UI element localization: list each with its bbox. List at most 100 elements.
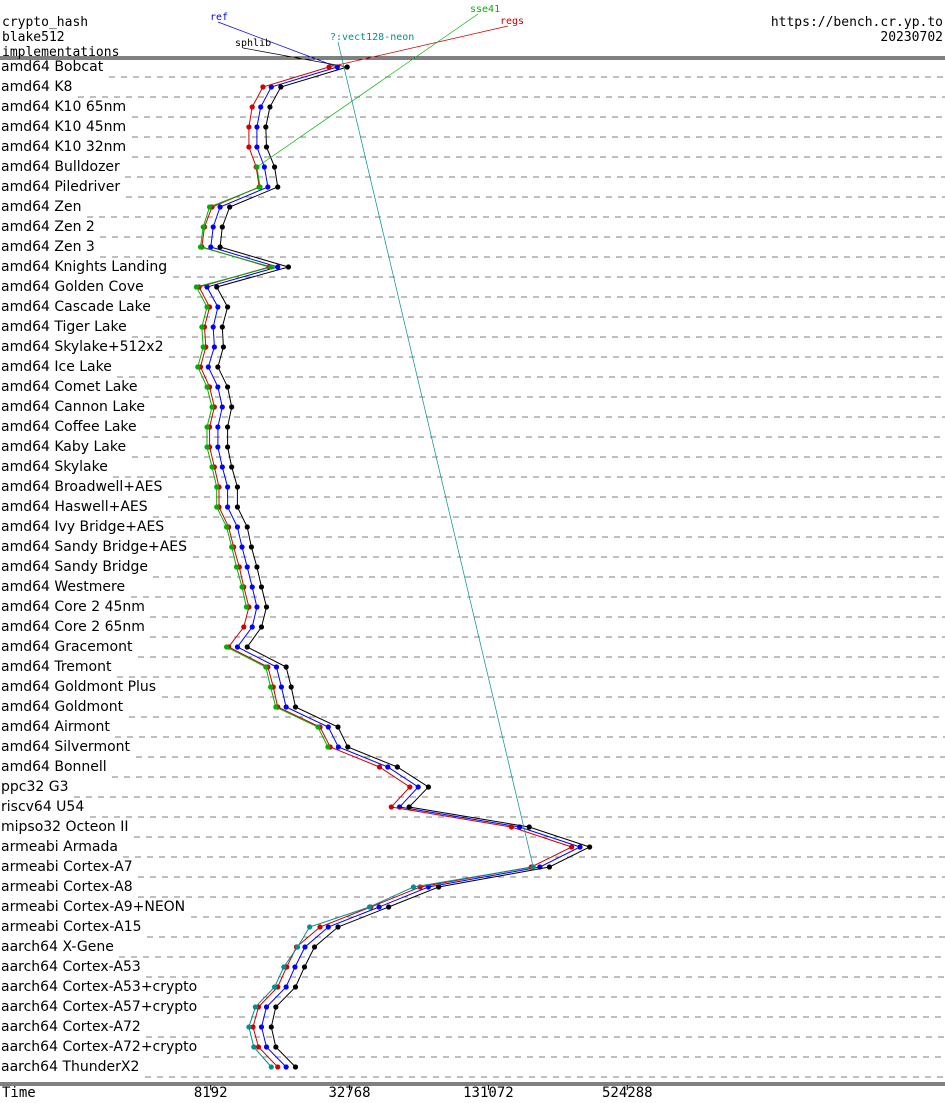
chart-title: crypto_hash [2,15,88,30]
row-label: aarch64 ThunderX2 [1,1059,139,1075]
data-point [223,644,230,650]
row-label: amd64 Broadwell+AES [1,479,162,495]
data-point [285,264,292,270]
data-point [268,684,274,690]
data-point [215,444,221,450]
row-label: amd64 Comet Lake [1,379,138,395]
data-point [244,644,250,650]
data-point [530,864,536,870]
row-label: amd64 Ivy Bridge+AES [1,519,164,535]
data-point [244,564,250,570]
data-point [258,624,265,630]
data-point [260,84,266,90]
data-point [223,524,230,530]
legend-label: sse41 [470,4,500,15]
data-point [283,1064,289,1070]
row-label: amd64 Coffee Lake [1,419,137,435]
data-point [234,484,241,490]
data-point [325,924,331,930]
data-point [215,304,221,310]
row-label: amd64 Skylake [1,459,108,475]
data-point [246,124,252,130]
data-point [200,344,206,350]
data-point [335,724,341,730]
data-point [273,704,279,710]
row-label: amd64 Knights Landing [1,259,167,275]
data-point [577,844,583,850]
date: 20230702 [880,30,943,45]
data-point [385,764,391,770]
data-point [258,1024,265,1030]
data-point [229,544,235,550]
data-point [214,284,220,290]
data-point [225,304,231,310]
row-label: armeabi Cortex-A7 [1,859,133,875]
row-label: amd64 Core 2 65nm [1,619,145,635]
row-label: amd64 Bonnell [1,759,107,775]
x-tick-label: 32768 [328,1085,370,1101]
data-point [215,384,221,390]
data-point [292,1064,299,1070]
row-label: amd64 Gracemont [1,639,133,655]
data-point [261,164,267,170]
row-label: amd64 Piledriver [1,179,120,195]
row-label: amd64 Cascade Lake [1,299,151,315]
data-point [315,724,321,730]
row-label: amd64 Zen 3 [1,239,95,255]
row-label: amd64 Core 2 45nm [1,599,145,615]
data-point [239,544,245,550]
data-point [268,84,274,90]
data-point [219,464,225,470]
data-point [268,1024,274,1030]
data-point [263,1004,270,1010]
data-point [335,924,341,930]
row-label: armeabi Armada [1,839,118,855]
data-point [302,944,308,950]
data-point [249,584,255,590]
data-point [204,284,210,290]
row-label: aarch64 Cortex-A57+crypto [1,999,197,1015]
data-point [234,524,241,530]
row-label: amd64 K10 45nm [1,119,126,135]
data-point [275,184,281,190]
data-point [435,884,442,890]
data-point [376,904,382,910]
data-point [225,504,231,510]
data-point [251,1044,257,1050]
data-point [225,484,231,490]
data-point [278,684,285,690]
row-label: amd64 Zen [1,199,81,215]
row-label: amd64 Cannon Lake [1,399,145,415]
data-point [345,744,351,750]
row-label: amd64 Ice Lake [1,359,112,375]
data-point [215,424,221,430]
data-point [273,1044,279,1050]
row-label: amd64 Skylake+512x2 [1,339,163,355]
data-point [210,224,216,230]
row-label: amd64 K10 32nm [1,139,126,155]
data-point [250,1024,256,1030]
data-point [307,924,313,930]
data-point [263,144,270,150]
legend-label: ref [210,12,228,23]
data-point [197,244,204,250]
row-label: armeabi Cortex-A8 [1,879,133,895]
row-label: aarch64 X-Gene [1,939,114,955]
data-point [233,564,240,570]
data-point [215,364,221,370]
data-point [229,404,235,410]
x-tick-label: 8192 [194,1085,228,1101]
data-point [283,664,289,670]
data-point [263,604,270,610]
data-point [317,924,323,930]
data-point [206,204,213,210]
data-point [283,704,289,710]
data-point [278,84,284,90]
row-label: amd64 Tiger Lake [1,319,127,335]
data-point [273,664,280,670]
data-point [267,104,273,110]
data-point [526,824,532,830]
row-label: ppc32 G3 [1,779,69,795]
data-point [204,424,210,430]
row-label: aarch64 Cortex-A53+crypto [1,979,197,995]
